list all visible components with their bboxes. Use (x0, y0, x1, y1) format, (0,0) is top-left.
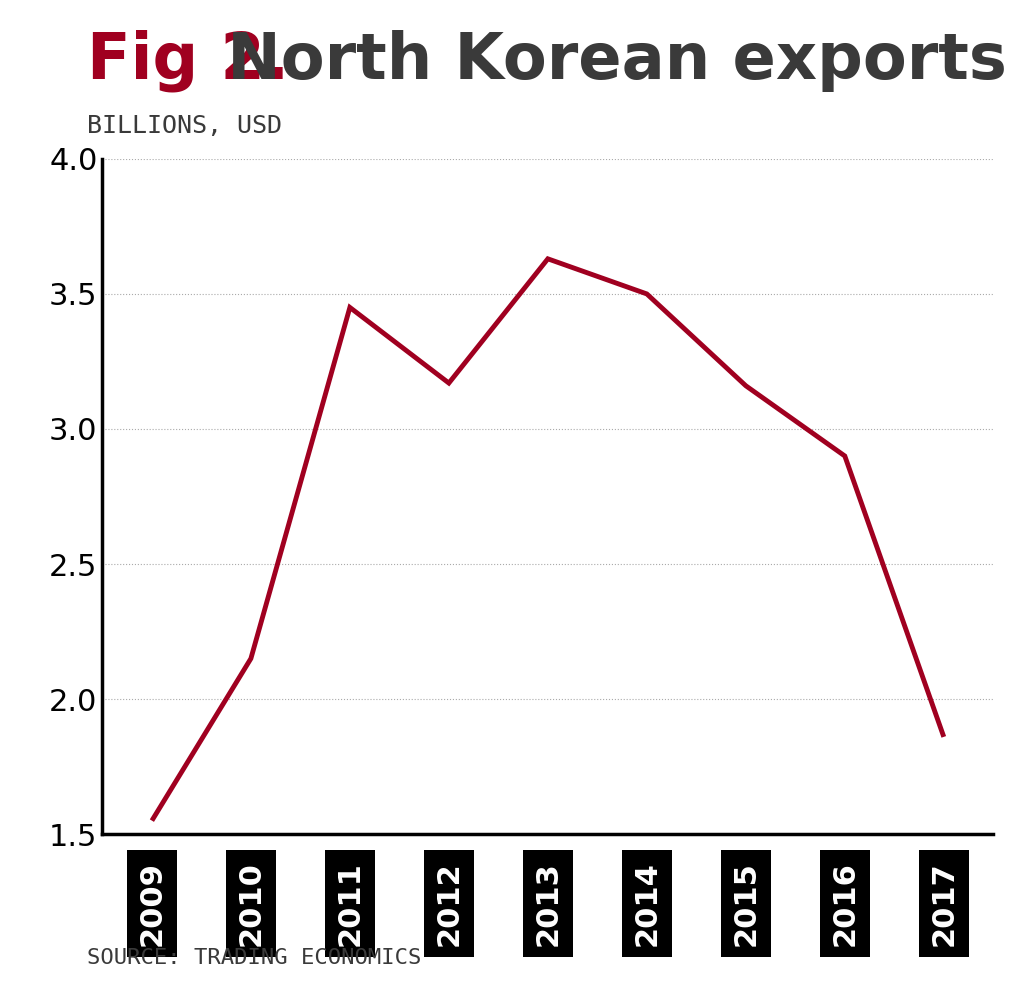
Text: Fig 2.: Fig 2. (87, 30, 289, 92)
Text: 2012: 2012 (434, 861, 463, 946)
Text: SOURCE: TRADING ECONOMICS: SOURCE: TRADING ECONOMICS (87, 948, 422, 968)
Text: 2011: 2011 (336, 861, 365, 946)
Text: 2015: 2015 (731, 861, 760, 946)
Text: 2014: 2014 (633, 861, 662, 946)
Text: 2013: 2013 (534, 861, 562, 946)
Text: 2016: 2016 (830, 861, 859, 946)
Text: 2009: 2009 (137, 861, 166, 946)
Text: North Korean exports: North Korean exports (205, 30, 1007, 91)
Text: BILLIONS, USD: BILLIONS, USD (87, 114, 282, 138)
Text: 2010: 2010 (237, 861, 265, 946)
Text: 2017: 2017 (930, 861, 958, 946)
